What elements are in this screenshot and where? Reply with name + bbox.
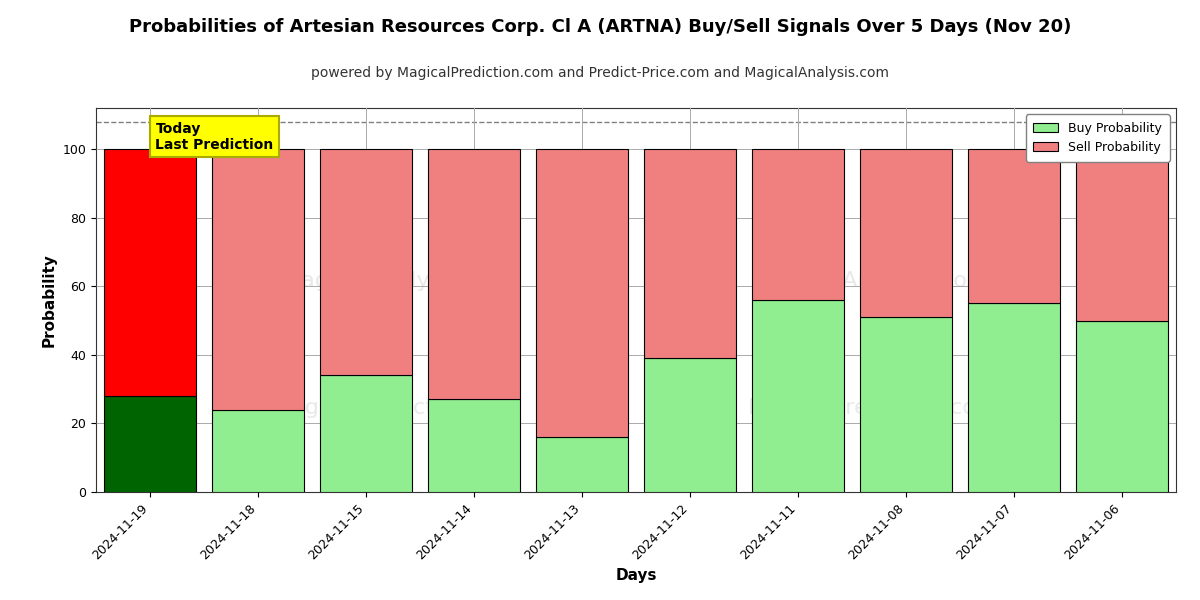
Bar — [536, 149, 628, 437]
Bar — [752, 149, 844, 300]
Bar — [212, 149, 304, 410]
Bar — [536, 437, 628, 492]
Bar — [428, 400, 520, 492]
Bar — [752, 300, 844, 492]
Bar — [644, 358, 736, 492]
Bar — [428, 149, 520, 400]
Text: powered by MagicalPrediction.com and Predict-Price.com and MagicalAnalysis.com: powered by MagicalPrediction.com and Pre… — [311, 66, 889, 80]
Text: Probabilities of Artesian Resources Corp. Cl A (ARTNA) Buy/Sell Signals Over 5 D: Probabilities of Artesian Resources Corp… — [128, 18, 1072, 36]
Bar — [212, 410, 304, 492]
Bar — [968, 149, 1060, 304]
Bar — [104, 149, 196, 396]
Bar — [644, 149, 736, 358]
X-axis label: Days: Days — [616, 568, 656, 583]
Bar — [860, 149, 952, 317]
Text: MagicalPrediction.com: MagicalPrediction.com — [274, 398, 523, 418]
Text: Today
Last Prediction: Today Last Prediction — [156, 122, 274, 152]
Bar — [1076, 320, 1168, 492]
Legend: Buy Probability, Sell Probability: Buy Probability, Sell Probability — [1026, 114, 1170, 161]
Y-axis label: Probability: Probability — [42, 253, 56, 347]
Bar — [860, 317, 952, 492]
Bar — [320, 376, 412, 492]
Text: MagicalAnalysis.com: MagicalAnalysis.com — [757, 271, 990, 291]
Text: MagicalPrediction.com: MagicalPrediction.com — [749, 398, 998, 418]
Bar — [104, 396, 196, 492]
Text: MagicalAnalysis.com: MagicalAnalysis.com — [282, 271, 515, 291]
Bar — [1076, 149, 1168, 320]
Bar — [968, 304, 1060, 492]
Bar — [320, 149, 412, 376]
